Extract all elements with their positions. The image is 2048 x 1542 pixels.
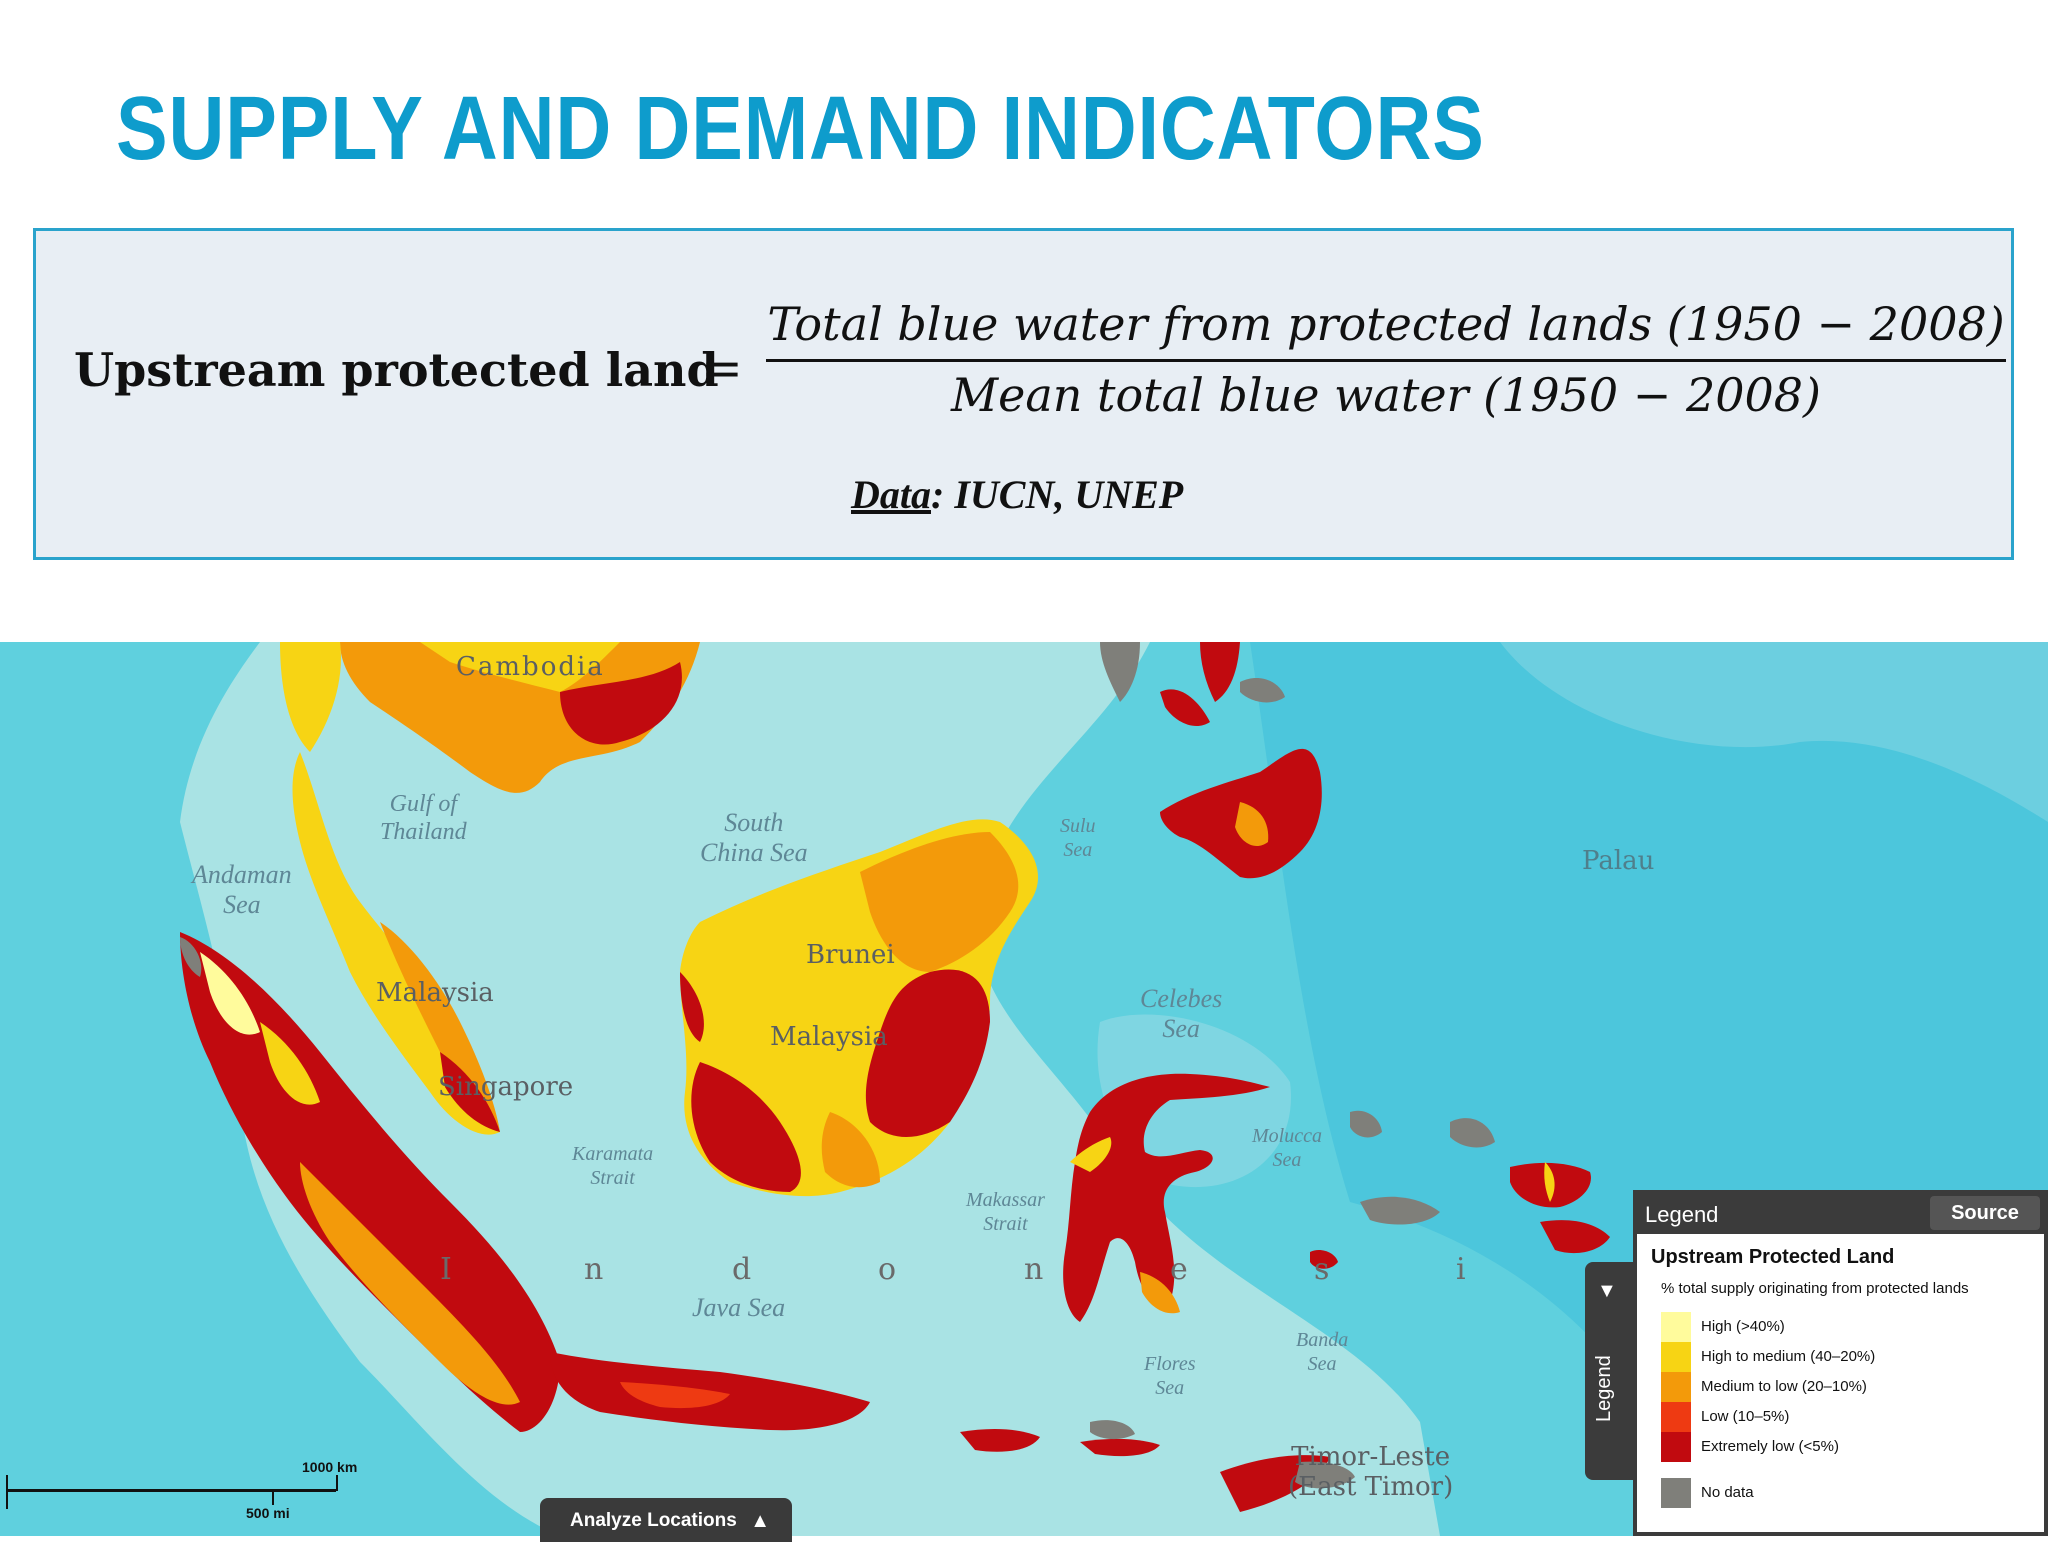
map-label-cambodia: Cambodia (456, 652, 605, 682)
scale-tick (6, 1475, 8, 1509)
legend-source-button[interactable]: Source (1930, 1196, 2040, 1230)
map-label-flores-sea: Flores Sea (1144, 1353, 1196, 1399)
map-label-singapore: Singapore (438, 1072, 574, 1102)
legend-swatch (1661, 1478, 1691, 1508)
legend-item-label: No data (1701, 1484, 1754, 1501)
formula-numerator: Total blue water from protected lands (1… (767, 297, 2005, 351)
legend-swatch (1661, 1402, 1691, 1432)
chevron-up-icon: ▲ (750, 1510, 770, 1532)
analyze-locations-button[interactable]: Analyze Locations ▲ (540, 1498, 792, 1542)
formula-denominator: Mean total blue water (1950 − 2008) (951, 368, 1821, 422)
map-label-celebes-sea: Celebes Sea (1140, 984, 1223, 1043)
slide-title: SUPPLY AND DEMAND INDICATORS (116, 79, 1485, 179)
scale-tick (336, 1475, 338, 1491)
legend-swatch (1661, 1432, 1691, 1462)
map-label-molucca-sea: Molucca Sea (1252, 1125, 1322, 1171)
legend-heading: Upstream Protected Land (1651, 1246, 1895, 1268)
legend-item-label: Low (10–5%) (1701, 1408, 1790, 1425)
map-label-south-china-sea: South China Sea (700, 808, 808, 867)
data-source-values: : IUCN, UNEP (931, 472, 1184, 517)
map-label-indonesia-letter: i (1456, 1252, 1466, 1287)
legend-item-label: High (>40%) (1701, 1318, 1785, 1335)
map-label-brunei: Brunei (806, 940, 895, 970)
formula-box: Upstream protected land = Total blue wat… (33, 228, 2014, 560)
map-label-indonesia-letter: o (878, 1252, 897, 1287)
map-label-andaman-sea: Andaman Sea (192, 860, 292, 919)
legend-toggle-tab[interactable]: ▼ Legend (1585, 1262, 1633, 1480)
map-label-makassar-strait: Makassar Strait (966, 1189, 1045, 1235)
map-label-indonesia-letter: n (1024, 1252, 1044, 1287)
legend-item-label: High to medium (40–20%) (1701, 1348, 1876, 1365)
map-label-malaysia-east: Malaysia (770, 1022, 888, 1052)
legend-swatch (1661, 1342, 1691, 1372)
map-label-karamata-strait: Karamata Strait (572, 1143, 654, 1189)
map-scale-bar: 1000 km 500 mi (6, 1455, 366, 1525)
formula-lhs: Upstream protected land (74, 343, 719, 397)
formula-equals: = (701, 339, 743, 397)
scale-km-label: 1000 km (302, 1459, 358, 1475)
map-label-banda-sea: Banda Sea (1296, 1329, 1349, 1375)
data-source-label: Data (851, 472, 931, 517)
map-label-java-sea: Java Sea (692, 1293, 786, 1322)
map-label-indonesia-letter: d (732, 1252, 752, 1287)
data-source: Data: IUCN, UNEP (851, 471, 1183, 518)
map-label-indonesia-letter: n (584, 1252, 604, 1287)
formula-fraction: Total blue water from protected lands (1… (766, 297, 2006, 422)
legend-header: Legend Source (1637, 1194, 2044, 1234)
map-label-sulu-sea: Sulu Sea (1060, 815, 1096, 861)
scale-mi-label: 500 mi (246, 1505, 290, 1521)
fraction-bar (766, 359, 2006, 362)
map-label-palau: Palau (1582, 846, 1655, 876)
map-label-indonesia-letter: e (1170, 1252, 1188, 1287)
scale-line (6, 1489, 336, 1492)
map-label-gulf-of-thailand: Gulf of Thailand (380, 791, 467, 845)
map-label-malaysia-west: Malaysia (376, 978, 494, 1008)
map-label-indonesia-letter: s (1314, 1252, 1330, 1287)
legend-swatch (1661, 1372, 1691, 1402)
legend-subheading: % total supply originating from protecte… (1661, 1280, 1969, 1297)
legend-swatch (1661, 1312, 1691, 1342)
analyze-locations-label: Analyze Locations (570, 1510, 737, 1531)
legend-tab-label: Legend (1593, 1355, 1615, 1422)
chevron-down-icon: ▼ (1597, 1280, 1617, 1302)
legend-item-label: Extremely low (<5%) (1701, 1438, 1839, 1455)
map-label-indonesia-letter: I (440, 1252, 452, 1287)
legend-title: Legend (1645, 1202, 1719, 1227)
map-label-timor-leste: Timor-Leste (East Timor) (1288, 1442, 1454, 1502)
legend-item-label: Medium to low (20–10%) (1701, 1378, 1867, 1395)
legend-panel: Legend Source Upstream Protected Land % … (1633, 1190, 2048, 1536)
scale-tick (272, 1489, 274, 1505)
